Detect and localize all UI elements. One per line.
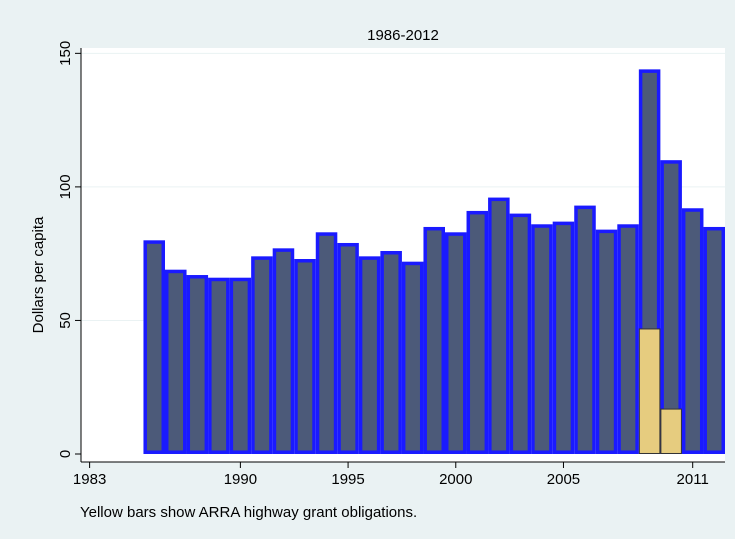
bar-arra	[660, 408, 682, 454]
y-tick-label: 0	[57, 450, 74, 458]
bar-total	[595, 229, 618, 454]
bar-total	[165, 269, 187, 454]
bar-total	[229, 277, 252, 454]
x-tick-label: 2011	[677, 471, 709, 488]
bar-total	[617, 224, 639, 454]
bar-total	[358, 256, 381, 454]
y-axis-title: Dollars per capita	[30, 216, 47, 333]
bar-total	[294, 259, 316, 454]
axes: 0 50 100 150 1983 1990 1995 2000 2005 2011	[57, 41, 725, 488]
bar-total	[401, 261, 424, 454]
bar-total	[423, 226, 446, 454]
bar-total	[186, 275, 209, 454]
chart-note: Yellow bars show ARRA highway grant obli…	[80, 504, 417, 521]
bar-total	[380, 250, 402, 454]
x-tick-label: 2005	[547, 471, 580, 488]
bar-total	[208, 277, 230, 454]
bar-total	[531, 224, 553, 454]
bar-arra	[638, 328, 661, 454]
x-tick-label: 1983	[73, 471, 106, 488]
bar-total	[681, 208, 704, 454]
bars	[143, 69, 726, 454]
bar-total	[315, 232, 338, 454]
bar-total	[509, 213, 532, 454]
bar-total	[337, 242, 359, 454]
bar-total	[143, 240, 165, 454]
bar-total	[251, 256, 273, 454]
bar-total	[488, 197, 510, 454]
y-tick-label: 100	[57, 174, 74, 199]
bar-total	[552, 221, 575, 454]
x-tick-label: 1990	[224, 471, 257, 488]
y-tick-label: 50	[57, 312, 74, 329]
chart-title: 1986-2012	[367, 27, 439, 44]
x-tick-label: 1995	[331, 471, 364, 488]
bar-total	[574, 205, 596, 454]
x-tick-label: 2000	[439, 471, 472, 488]
bar-total	[703, 226, 726, 454]
y-tick-label: 150	[57, 41, 74, 66]
bar-total	[466, 210, 489, 454]
bar-total	[272, 248, 295, 454]
bar-total	[445, 232, 467, 454]
